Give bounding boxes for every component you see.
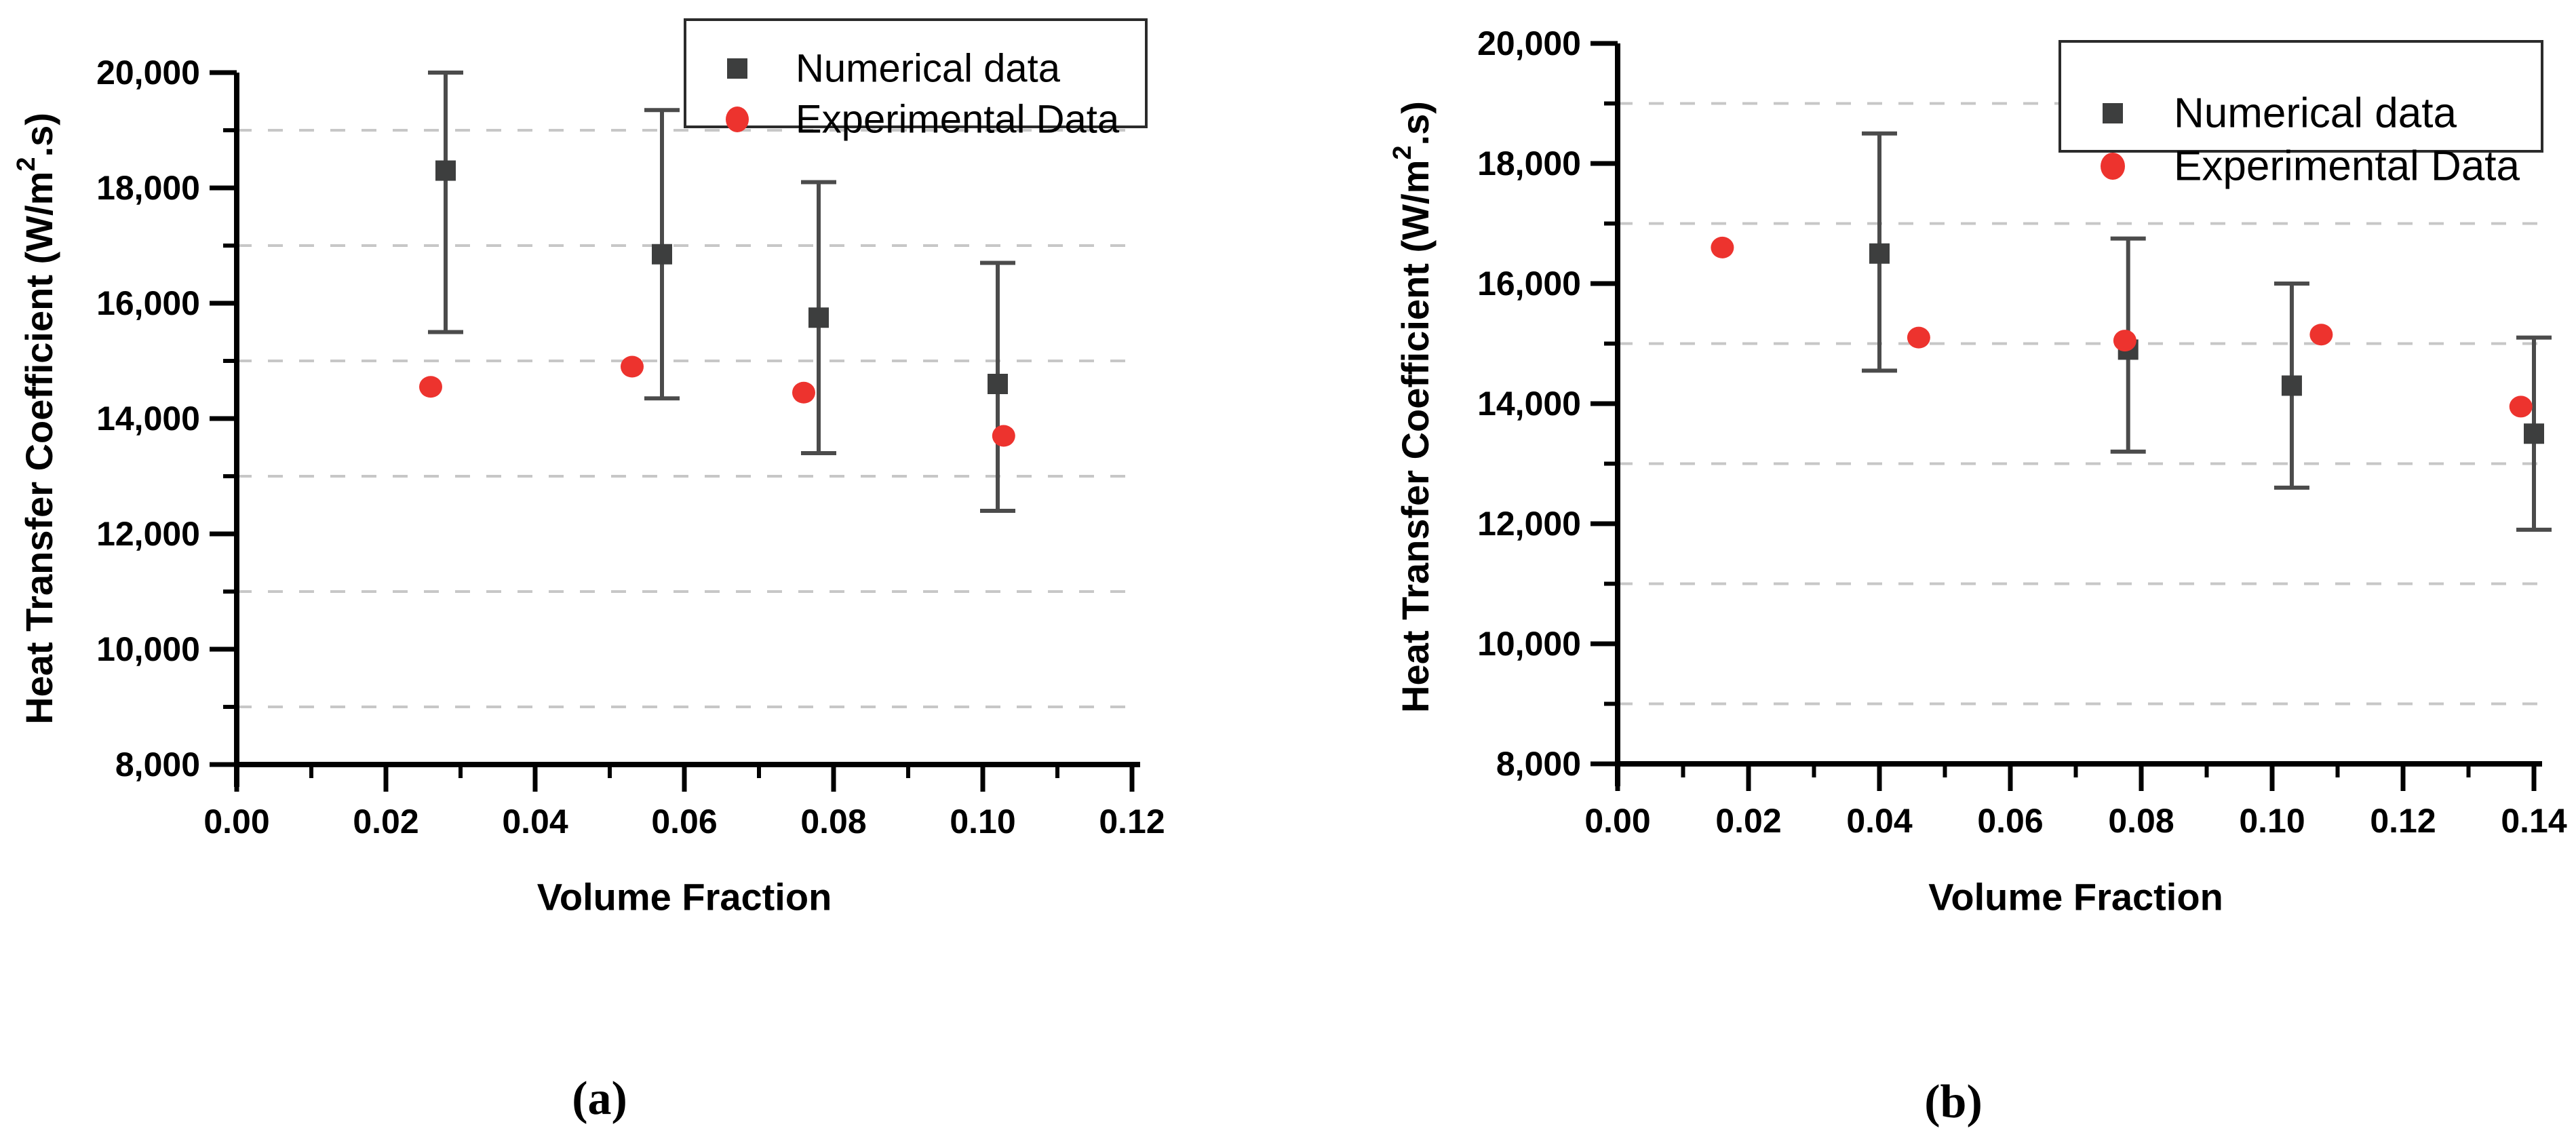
legend-circle-marker <box>726 107 749 132</box>
x-tick-label: 0.06 <box>651 803 717 841</box>
legend-label: Experimental Data <box>796 98 1120 142</box>
x-tick-label: 0.00 <box>1584 802 1650 840</box>
y-tick-label: 10,000 <box>96 630 200 668</box>
experimental-data-point <box>992 425 1015 447</box>
legend-circle-marker <box>2101 153 2125 180</box>
experimental-data-point <box>621 355 644 378</box>
y-tick-label: 18,000 <box>1477 144 1581 182</box>
x-tick-label: 0.02 <box>1715 802 1781 840</box>
y-tick-label: 10,000 <box>1477 625 1581 663</box>
y-tick-label: 12,000 <box>1477 505 1581 543</box>
numerical-data-point <box>988 374 1008 394</box>
x-tick-label: 0.06 <box>1977 802 2043 840</box>
panel-b-caption: (b) <box>1924 1076 1983 1128</box>
numerical-data-point <box>1869 243 1890 264</box>
y-tick-label: 8,000 <box>1496 745 1581 783</box>
x-tick-label: 0.12 <box>2370 802 2436 840</box>
x-tick-label: 0.08 <box>800 803 866 841</box>
panel-a-caption: (a) <box>572 1073 627 1125</box>
y-tick-label: 20,000 <box>96 54 200 92</box>
experimental-data-point <box>792 381 815 404</box>
series-square <box>428 71 1015 513</box>
numerical-data-point <box>2281 375 2302 396</box>
y-tick-label: 14,000 <box>96 400 200 438</box>
experimental-data-point <box>1907 326 1930 349</box>
y-tick-label: 18,000 <box>96 169 200 207</box>
numerical-data-point <box>808 307 829 328</box>
y-tick-label: 14,000 <box>1477 385 1581 423</box>
legend: Numerical data Experimental Data <box>2058 40 2543 190</box>
legend-square-marker <box>727 58 747 79</box>
legend: Numerical data Experimental Data <box>684 18 1148 142</box>
x-tick-label: 0.10 <box>950 803 1015 841</box>
y-tick-label: 16,000 <box>96 284 200 322</box>
y-tick-label: 20,000 <box>1477 24 1581 62</box>
series-circle <box>419 355 1015 447</box>
panel-a-chart: 0.00 0.02 0.04 0.06 0.08 0.10 0.12 8,000 10,000 1… <box>12 18 1165 919</box>
x-tick-label: 0.14 <box>2501 802 2567 840</box>
x-tick-label: 0.12 <box>1099 803 1165 841</box>
legend-square-marker <box>2103 103 2123 123</box>
numerical-data-point <box>2524 423 2544 444</box>
legend-box <box>684 18 1148 128</box>
experimental-data-point <box>2309 324 2333 346</box>
series-square <box>1862 131 2552 532</box>
panel-b-chart: 0.00 0.02 0.04 0.06 0.08 0.10 0.12 0.14 8,000 10,… <box>1388 24 2567 919</box>
x-tick-label: 0.04 <box>502 803 568 841</box>
series-circle <box>1711 236 2533 418</box>
legend-box <box>2058 40 2543 153</box>
y-tick-label: 16,000 <box>1477 265 1581 303</box>
x-axis-title: Volume Fraction <box>537 876 832 919</box>
legend-label: Numerical data <box>796 47 1061 91</box>
experimental-data-point <box>1711 236 1734 258</box>
numerical-data-point <box>435 160 456 181</box>
x-tick-label: 0.10 <box>2239 802 2305 840</box>
x-tick-label: 0.00 <box>203 803 269 841</box>
legend-label: Experimental Data <box>2174 143 2520 190</box>
experimental-data-point <box>419 376 442 398</box>
x-tick-label: 0.02 <box>353 803 418 841</box>
y-tick-label: 12,000 <box>96 515 200 553</box>
y-axis-title: Heat Transfer Coefficient (W/m2.s) <box>1388 101 1437 713</box>
x-tick-label: 0.08 <box>2108 802 2174 840</box>
legend-label: Numerical data <box>2174 90 2457 137</box>
experimental-data-point <box>2509 395 2533 418</box>
x-tick-label: 0.04 <box>1846 802 1913 840</box>
experimental-data-point <box>2113 330 2136 352</box>
numerical-data-point <box>652 244 672 265</box>
y-axis-title: Heat Transfer Coefficient (W/m2.s) <box>12 113 60 725</box>
x-axis-title: Volume Fraction <box>1928 876 2223 919</box>
y-tick-label: 8,000 <box>115 746 200 784</box>
